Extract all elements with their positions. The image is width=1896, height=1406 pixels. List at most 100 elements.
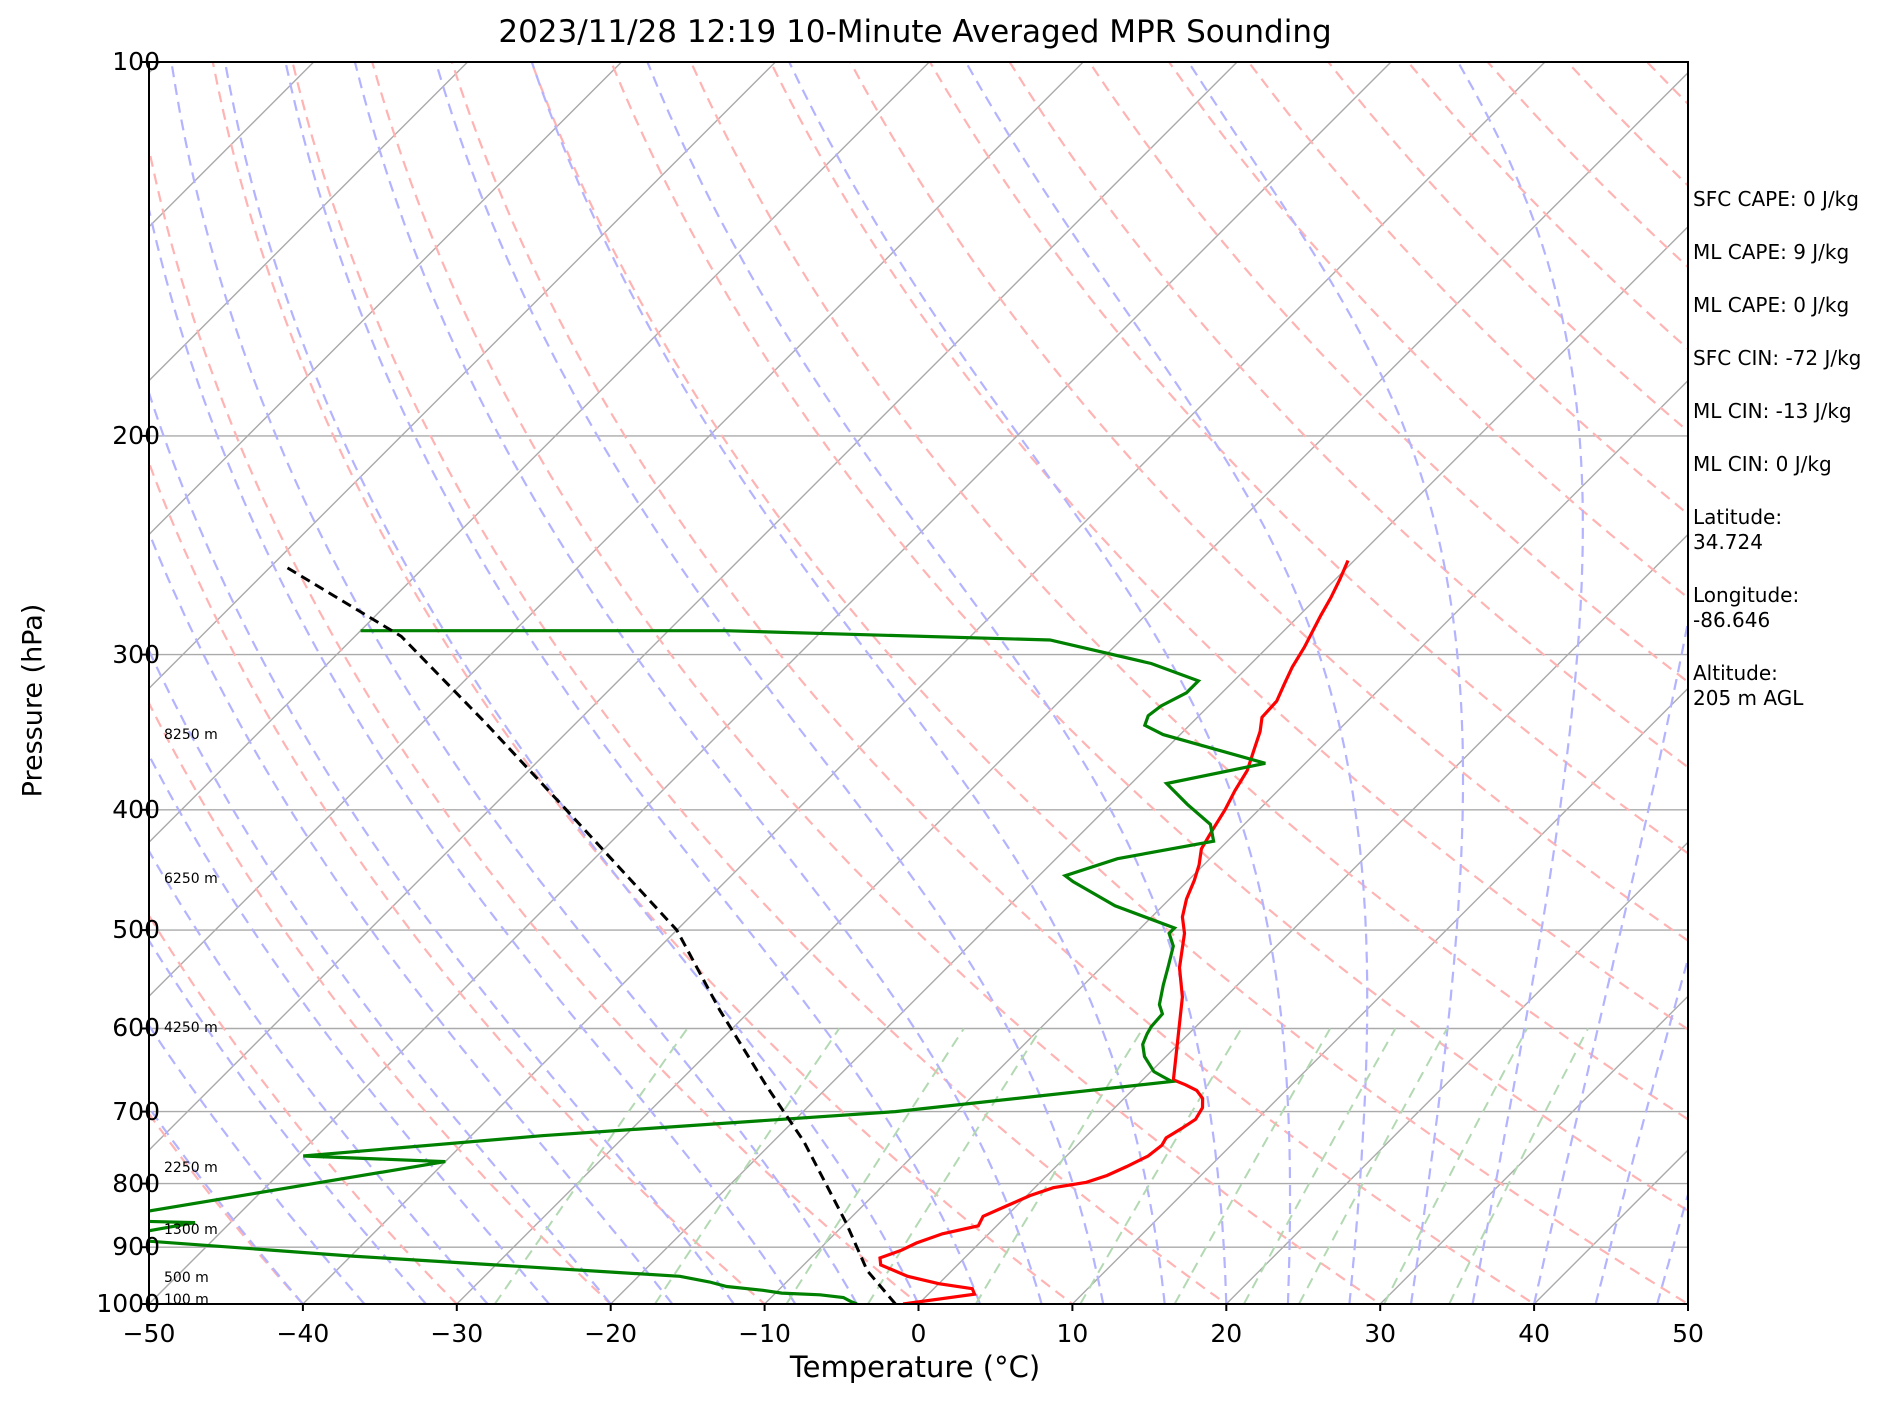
stat-longitude: Longitude: -86.646 [1693, 583, 1800, 632]
isotherm-line [1225, 841, 1688, 1304]
moist-adiabat-line [149, 753, 550, 1304]
stat-ml-cape: ML CAPE: 9 J/kg [1693, 240, 1850, 264]
y-tick-label: 100 [112, 47, 160, 76]
height-label: 100 m [164, 1292, 209, 1309]
moist-adiabat-line [284, 62, 982, 1304]
height-label: 2250 m [164, 1159, 218, 1176]
x-tick-label: 30 [1364, 1319, 1397, 1348]
y-tick-label: 800 [112, 1168, 160, 1198]
isotherm-line [149, 62, 1239, 1152]
y-tick-label: 400 [112, 794, 160, 824]
mixing-ratio-line [1173, 1028, 1332, 1304]
dry-adiabat-line [450, 62, 1537, 1304]
moist-adiabat-line [1533, 616, 1688, 1304]
x-tick-label: 0 [910, 1319, 927, 1348]
y-tick-label: 200 [112, 420, 160, 450]
height-label: 4250 m [164, 1020, 218, 1037]
stat-sfc-cape: SFC CAPE: 0 J/kg [1693, 187, 1859, 211]
moist-adiabat-line [1457, 62, 1584, 1304]
moist-adiabat-line [170, 62, 858, 1304]
height-label: 8250 m [164, 726, 218, 743]
height-label: 500 m [164, 1270, 209, 1287]
stat-sfc-cin: SFC CIN: -72 J/kg [1693, 346, 1862, 370]
mixing-ratio-line [1079, 1027, 1243, 1304]
isotherm-line [1379, 995, 1688, 1304]
x-tick-label: 40 [1518, 1319, 1550, 1348]
dry-adiabat-line [291, 62, 1229, 1304]
x-tick-label: −10 [738, 1319, 791, 1348]
dry-adiabat-line [530, 62, 1688, 1304]
x-tick-label: −40 [276, 1319, 330, 1348]
dry-adiabat-line [371, 62, 1383, 1304]
isotherm-line [149, 62, 469, 382]
mixing-ratio-line [1448, 1028, 1589, 1304]
y-axis-label: Pressure (hPa) [17, 603, 49, 798]
isotherm-line [149, 62, 1085, 998]
stat-ml-cin: ML CIN: -13 J/kg [1693, 399, 1852, 423]
y-tick-label: 600 [112, 1013, 160, 1043]
isotherm-line [917, 533, 1688, 1304]
x-tick-label: 20 [1210, 1319, 1243, 1348]
isotherm-line [149, 62, 931, 844]
isotherm-line [149, 62, 777, 690]
mixing-ratio-line [867, 1027, 1042, 1304]
mixing-ratio-line [785, 1027, 965, 1304]
height-label: 1300 m [164, 1222, 218, 1239]
moist-adiabat-line [1656, 1190, 1688, 1304]
stat-altitude: Altitude: 205 m AGL [1693, 661, 1804, 710]
x-tick-label: −30 [430, 1319, 484, 1348]
y-tick-label: 1000 [96, 1289, 160, 1318]
dry-adiabat-line [689, 62, 1688, 1121]
stats-panel: SFC CAPE: 0 J/kg ML CAPE: 9 J/kg ML CAPE… [1693, 187, 1893, 739]
x-tick-label: −50 [122, 1319, 176, 1348]
dry-adiabat-line [1087, 62, 1688, 684]
moist-adiabat-line [530, 62, 1166, 1304]
y-tick-label: 700 [112, 1096, 160, 1126]
isotherm-line [149, 62, 623, 536]
moist-adiabat-line [149, 1023, 366, 1304]
y-tick-label: 300 [112, 639, 160, 669]
moist-adiabat-line [149, 648, 612, 1304]
mixing-ratio-line [1243, 1028, 1397, 1304]
moist-adiabat-line [149, 938, 427, 1304]
stat-ml-cin-2: ML CIN: 0 J/kg [1693, 452, 1832, 476]
temperature-profile-line [878, 559, 1350, 1304]
dry-adiabat-line [149, 1111, 305, 1304]
stat-latitude: Latitude: 34.724 [1693, 505, 1783, 554]
moist-adiabat-line [964, 62, 1369, 1304]
dry-adiabat-line [149, 700, 613, 1304]
x-tick-label: 50 [1672, 1319, 1704, 1348]
y-tick-label: 900 [112, 1232, 160, 1262]
series-lines [149, 559, 1350, 1304]
dry-adiabat-line [211, 62, 1075, 1304]
background-lines [149, 62, 1688, 1304]
mixing-ratio-line [654, 1027, 841, 1304]
isotherm-line [455, 71, 1688, 1304]
moist-adiabat-line [149, 1105, 304, 1304]
moist-adiabat-line [149, 389, 735, 1304]
mixing-ratio-line [974, 1027, 1144, 1304]
isotherm-line [763, 379, 1688, 1304]
x-axis-label: Temperature (°C) [789, 1350, 1041, 1384]
dry-adiabat-line [769, 62, 1688, 1031]
mixing-ratio-line [1383, 1028, 1528, 1304]
chart-title: 2023/11/28 12:19 10-Minute Averaged MPR … [498, 14, 1332, 50]
dry-adiabat-line [928, 62, 1688, 855]
isotherm-line [149, 62, 1392, 1304]
moist-adiabat-line [149, 529, 674, 1304]
moist-adiabat-line [223, 62, 920, 1304]
dry-adiabat-line [610, 62, 1688, 1213]
moist-adiabat-line [434, 62, 1105, 1304]
isotherm-line [301, 62, 1546, 1304]
dry-adiabat-line [149, 143, 921, 1304]
parcel-profile-line [285, 565, 897, 1304]
x-tick-label: 10 [1056, 1319, 1089, 1348]
mixing-ratio-line [1298, 1028, 1448, 1304]
moist-adiabat-line [353, 62, 1043, 1304]
tick-marks [142, 61, 1689, 1311]
y-tick-label: 500 [112, 915, 160, 945]
dewpoint-profile-line [149, 629, 1266, 1304]
x-tick-label: −20 [584, 1319, 638, 1348]
moist-adiabat-line [149, 848, 489, 1304]
